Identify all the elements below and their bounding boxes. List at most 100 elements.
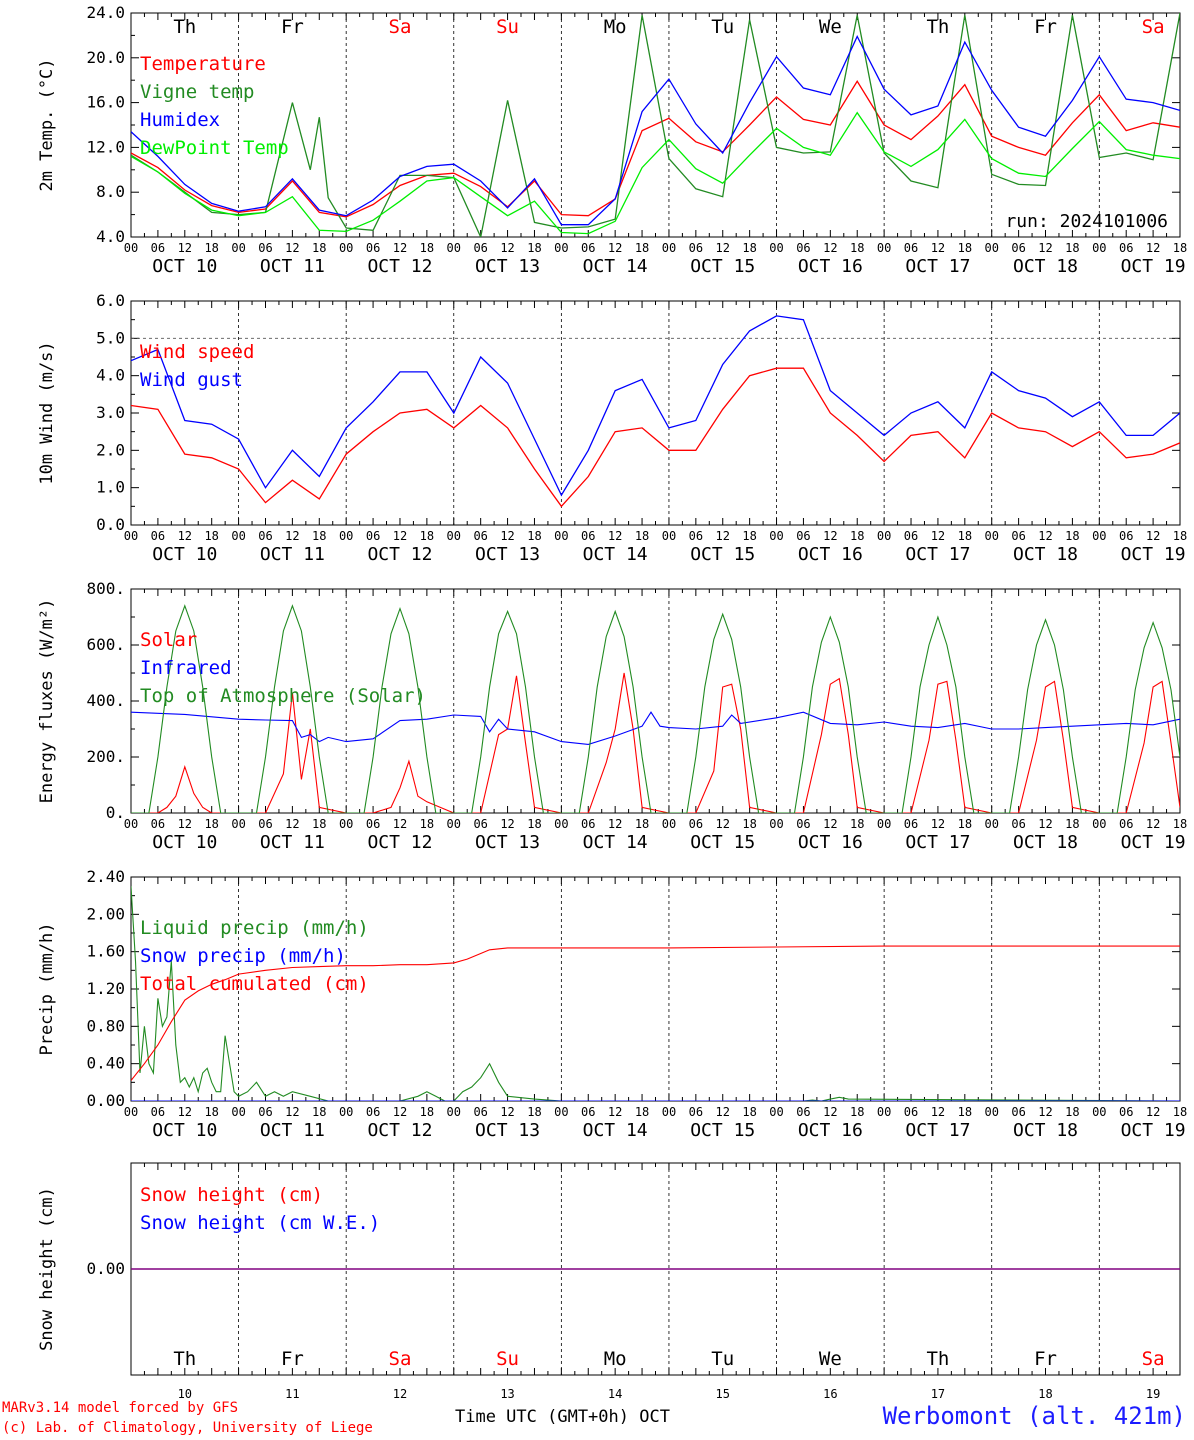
hour-tick-label: 12 [1146, 529, 1160, 543]
hour-tick-label: 00 [231, 241, 245, 255]
date-label: OCT 11 [260, 1120, 325, 1141]
hour-tick-label: 06 [1011, 529, 1025, 543]
y-tick-label: 200. [86, 747, 125, 766]
weekday-label: Th [173, 16, 196, 38]
hour-tick-label: 12 [285, 1105, 299, 1119]
y-tick-label: 1.60 [86, 942, 125, 961]
y-tick-label: 2.40 [86, 867, 125, 886]
hour-tick-label: 12 [608, 817, 622, 831]
hour-tick-label: 06 [689, 241, 703, 255]
date-label: OCT 18 [1013, 832, 1078, 853]
hour-tick-label: 06 [151, 241, 165, 255]
hour-tick-label: 12 [716, 241, 730, 255]
date-label: OCT 16 [798, 1120, 863, 1141]
hour-tick-label: 18 [635, 1105, 649, 1119]
panel-2: 00 06 12 18 00 06 12 18 00 06 12 18 00 06 12 18 00 06 12 18… [37, 291, 1187, 565]
legend-entry: Liquid precip (mm/h) [140, 917, 369, 939]
weekday-label: Sa [389, 16, 412, 38]
date-label: OCT 15 [690, 832, 755, 853]
series-liquid-precip-mm-h [131, 886, 1180, 1101]
hour-tick-label: 00 [984, 1105, 998, 1119]
date-label: OCT 13 [475, 544, 540, 565]
hour-tick-label: 06 [1119, 529, 1133, 543]
hour-tick-label: 06 [473, 241, 487, 255]
hour-tick-label: 12 [931, 1105, 945, 1119]
hour-tick-label: 12 [823, 241, 837, 255]
panel-3: 00 06 12 18 00 06 12 18 00 06 12 18 00 06 12 18 00 06 12 18… [37, 579, 1187, 853]
hour-tick-label: 00 [662, 241, 676, 255]
legend-entry: Temperature [140, 53, 266, 75]
hour-tick-label: 12 [608, 241, 622, 255]
legend-entry: Total cumulated (cm) [140, 973, 369, 995]
hour-tick-label: 18 [1065, 529, 1079, 543]
legend-entry: Infrared [140, 657, 232, 679]
series-wind-gust [131, 315, 1180, 497]
hour-tick-label: 06 [1119, 241, 1133, 255]
hour-tick-label: 18 [958, 817, 972, 831]
series-dewpoint-temp [131, 111, 1180, 235]
hour-tick-label: 12 [1146, 1105, 1160, 1119]
hour-tick-label: 12 [1146, 817, 1160, 831]
hour-tick-label: 00 [769, 817, 783, 831]
day-number-label: 12 [393, 1387, 407, 1401]
date-label: OCT 16 [798, 256, 863, 277]
hour-tick-label: 18 [312, 1105, 326, 1119]
legend-entry: Humidex [140, 109, 220, 131]
hour-tick-label: 00 [769, 529, 783, 543]
hour-tick-label: 00 [231, 817, 245, 831]
day-number-label: 17 [931, 1387, 945, 1401]
weekday-label: Sa [1142, 1348, 1165, 1370]
hour-tick-label: 12 [1038, 817, 1052, 831]
hour-tick-label: 18 [1065, 817, 1079, 831]
series-vigne-temp [131, 13, 1180, 237]
hour-tick-label: 18 [742, 1105, 756, 1119]
hour-tick-label: 00 [554, 817, 568, 831]
hour-tick-label: 06 [1011, 817, 1025, 831]
y-tick-label: 400. [86, 691, 125, 710]
hour-tick-label: 00 [124, 241, 138, 255]
hour-tick-label: 00 [554, 241, 568, 255]
hour-tick-label: 06 [689, 1105, 703, 1119]
hour-tick-label: 12 [1038, 1105, 1052, 1119]
date-label: OCT 13 [475, 256, 540, 277]
hour-tick-label: 06 [796, 1105, 810, 1119]
hour-tick-label: 12 [178, 241, 192, 255]
date-label: OCT 16 [798, 544, 863, 565]
weekday-label: We [819, 1348, 842, 1370]
y-tick-label: 1.0 [96, 478, 125, 497]
weekday-label: Fr [281, 1348, 304, 1370]
hour-tick-label: 12 [393, 241, 407, 255]
hour-tick-label: 18 [527, 817, 541, 831]
y-tick-label: 8.0 [96, 182, 125, 201]
weekday-label: Sa [1142, 16, 1165, 38]
weekday-label: Th [926, 16, 949, 38]
date-label: OCT 11 [260, 832, 325, 853]
hour-tick-label: 00 [662, 817, 676, 831]
hour-tick-label: 00 [231, 1105, 245, 1119]
hour-tick-label: 18 [312, 817, 326, 831]
hour-tick-label: 06 [904, 1105, 918, 1119]
hour-tick-label: 18 [420, 241, 434, 255]
weekday-label: Sa [389, 1348, 412, 1370]
hour-tick-label: 12 [178, 1105, 192, 1119]
date-label: OCT 14 [583, 1120, 648, 1141]
hour-tick-label: 06 [258, 529, 272, 543]
hour-tick-label: 06 [581, 1105, 595, 1119]
weekday-label: Th [173, 1348, 196, 1370]
series-total-cumulated-cm [131, 945, 1180, 1081]
y-axis-label: 10m Wind (m/s) [37, 341, 57, 484]
hour-tick-label: 06 [796, 241, 810, 255]
hour-tick-label: 18 [420, 817, 434, 831]
date-label: OCT 17 [905, 256, 970, 277]
day-number-label: 11 [285, 1387, 299, 1401]
hour-tick-label: 12 [285, 529, 299, 543]
day-number-label: 15 [716, 1387, 730, 1401]
hour-tick-label: 18 [635, 241, 649, 255]
date-label: OCT 14 [583, 544, 648, 565]
date-label: OCT 10 [152, 544, 217, 565]
date-label: OCT 19 [1121, 1120, 1186, 1141]
date-label: OCT 12 [367, 256, 432, 277]
date-label: OCT 18 [1013, 1120, 1078, 1141]
hour-tick-label: 06 [473, 1105, 487, 1119]
hour-tick-label: 06 [904, 529, 918, 543]
